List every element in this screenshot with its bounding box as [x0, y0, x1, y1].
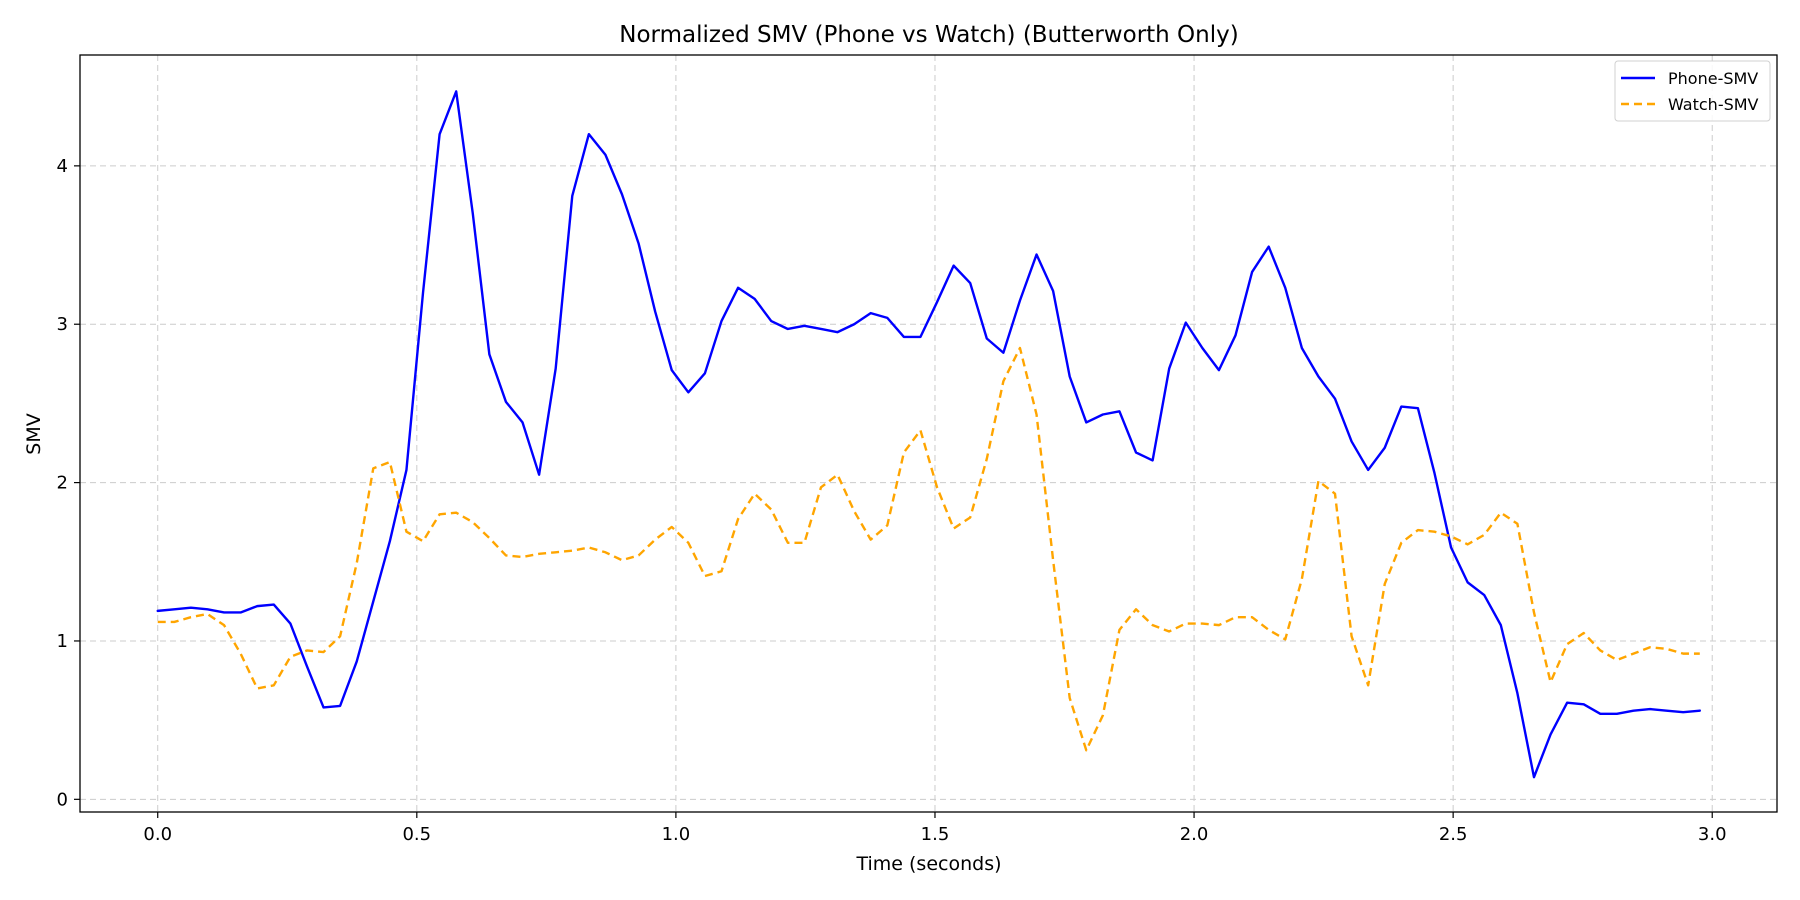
watch-smv-line: [157, 346, 1700, 752]
x-tick-label: 2.5: [1439, 824, 1468, 845]
x-tick-label: 1.5: [921, 824, 950, 845]
y-tick-label: 1: [57, 631, 68, 652]
legend-label-watch: Watch-SMV: [1668, 95, 1759, 114]
y-axis-title: SMV: [23, 413, 45, 454]
y-tick-label: 4: [57, 156, 68, 177]
x-tick-label: 0.5: [402, 824, 431, 845]
plot-frame: [79, 54, 1778, 813]
x-axis-title: Time (seconds): [855, 853, 1001, 875]
x-tick-label: 3.0: [1698, 824, 1727, 845]
legend: Phone-SMV Watch-SMV: [1614, 60, 1771, 122]
y-tick-label: 3: [57, 314, 68, 335]
y-tick-label: 0: [57, 789, 68, 810]
legend-box: [1614, 60, 1771, 122]
tick-layer: 0.0 0.5 1.0 1.5 2.0 2.5 3.0 0 1 2 3 4: [57, 156, 1727, 845]
y-tick-label: 2: [57, 473, 68, 494]
x-tick-label: 2.0: [1180, 824, 1209, 845]
series-layer: [156, 90, 1701, 779]
x-tick-label: 1.0: [662, 824, 691, 845]
chart-title: Normalized SMV (Phone vs Watch) (Butterw…: [619, 22, 1238, 48]
legend-label-phone: Phone-SMV: [1668, 69, 1758, 88]
x-tick-label: 0.0: [143, 824, 172, 845]
phone-smv-line: [156, 90, 1701, 779]
